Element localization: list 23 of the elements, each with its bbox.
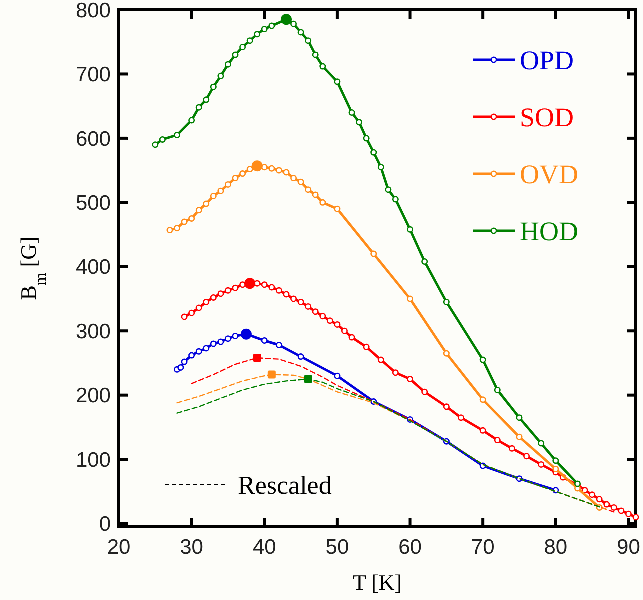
x-tick-label: 40 (252, 536, 276, 559)
annotation: Rescaled (238, 471, 332, 500)
y-tick-label: 600 (76, 128, 111, 151)
legend-label: OPD (520, 45, 574, 76)
x-axis-title: T [K] (352, 570, 402, 595)
legend-label: HOD (520, 216, 578, 246)
y-tick-label: 500 (76, 192, 111, 216)
x-tick-label: 80 (544, 536, 568, 559)
y-tick-label: 300 (76, 320, 111, 344)
x-tick-label: 20 (107, 536, 131, 559)
y-tick-label: 200 (76, 384, 111, 408)
legend-label: OVD (520, 159, 578, 190)
x-tick-label: 70 (471, 536, 495, 559)
y-tick-label: 700 (76, 64, 111, 87)
y-tick-label: 100 (76, 448, 111, 472)
y-tick-label: 0 (99, 513, 111, 536)
y-tick-label: 800 (76, 0, 111, 22)
x-tick-label: 90 (617, 536, 640, 559)
x-tick-label: 50 (326, 536, 350, 559)
x-tick-label: 60 (398, 536, 422, 559)
y-tick-label: 400 (76, 256, 111, 280)
x-tick-label: 30 (180, 536, 204, 559)
legend-label: SOD (520, 102, 574, 132)
